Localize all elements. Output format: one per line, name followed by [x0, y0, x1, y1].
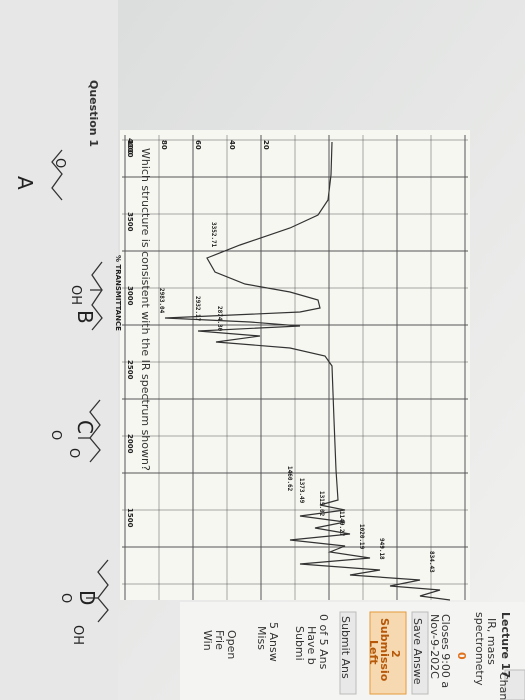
atom-label: O — [66, 448, 81, 458]
chat-button[interactable] — [504, 669, 525, 700]
transmittance-label: 40 — [228, 140, 236, 150]
lecture-title: Lecture 17 — [499, 612, 512, 678]
peak-label: 1460.62 — [286, 466, 293, 492]
structure-c — [89, 399, 101, 463]
transmittance-label: 60 — [194, 140, 202, 150]
structure-b — [91, 261, 103, 331]
question-text: Which structure is consistent with the I… — [139, 148, 152, 471]
wavenumber-label: 4000 — [126, 138, 134, 158]
closes: Closes 9:00 a — [439, 614, 452, 688]
link[interactable]: Win — [201, 630, 214, 651]
link[interactable]: Frie — [213, 630, 226, 650]
spectrum-grid — [122, 135, 468, 600]
submissions-label: Left — [367, 640, 380, 665]
texts: Question 1 Which structure is consistent… — [13, 80, 512, 700]
peak-label: 1315.02 — [318, 491, 325, 517]
transmittance-label: 20 — [262, 140, 270, 150]
submissions-label: Submissio — [378, 618, 391, 682]
option-label[interactable]: D — [75, 590, 99, 605]
option-label[interactable]: C — [73, 420, 97, 434]
save-answer[interactable]: Save Answe — [411, 618, 424, 685]
closes: Nov-9-202C — [428, 614, 441, 679]
wavenumber-label: 2500 — [126, 360, 134, 380]
option-label[interactable]: A — [13, 176, 37, 190]
spectrum-axis-title: % TRANSMITTANCE — [114, 255, 122, 331]
transmittance-label: 100 — [126, 140, 134, 155]
structure-d — [97, 559, 109, 623]
question-label: Question 1 — [87, 80, 100, 147]
peak-label: 3352.71 — [210, 222, 217, 248]
topic: spectrometry — [473, 612, 486, 686]
answers: Have b — [305, 626, 318, 665]
wavenumber-label: 1500 — [126, 508, 134, 528]
peak-label: 834.43 — [428, 551, 435, 573]
peak-label: 1020.19 — [358, 524, 365, 550]
submit-answer[interactable]: Submit Ans — [339, 616, 352, 679]
atom-label: O — [52, 158, 67, 168]
save-answer-button[interactable] — [411, 611, 429, 695]
wavenumber-label: 3000 — [126, 286, 134, 306]
peak-label: 2874.30 — [216, 306, 223, 332]
link[interactable]: Open — [225, 630, 238, 659]
topic: IR, mass — [485, 618, 498, 665]
answers: 0 of 5 Ans — [317, 614, 330, 670]
submissions-count: 2 — [389, 650, 402, 658]
peak-label: 1373.49 — [298, 478, 305, 504]
spectrum-curve — [164, 141, 451, 601]
wavenumber-label: 2000 — [126, 434, 134, 454]
structure-a — [51, 149, 63, 201]
chat[interactable]: Chan — [497, 672, 510, 700]
transmittance-label: 80 — [160, 140, 168, 150]
missed: Miss — [255, 626, 268, 650]
missed: 5 Answ — [267, 622, 280, 662]
option-label[interactable]: B — [73, 310, 97, 324]
atom-label: OH — [68, 285, 83, 305]
atom-label: OH — [70, 625, 85, 645]
score: 0 — [455, 652, 468, 660]
peak-label: 949.18 — [378, 538, 385, 560]
answers: Submi — [293, 626, 306, 661]
submissions-box — [369, 611, 407, 695]
question-column — [0, 0, 118, 700]
atom-label: O — [58, 593, 73, 603]
atom-label: O — [48, 430, 63, 440]
peak-label: 2983.04 — [158, 288, 165, 314]
submit-answer-button[interactable] — [339, 611, 357, 695]
peak-label: 2932.17 — [194, 296, 201, 322]
peak-label: 1149.27 — [338, 511, 345, 537]
wavenumber-label: 3500 — [126, 212, 134, 232]
